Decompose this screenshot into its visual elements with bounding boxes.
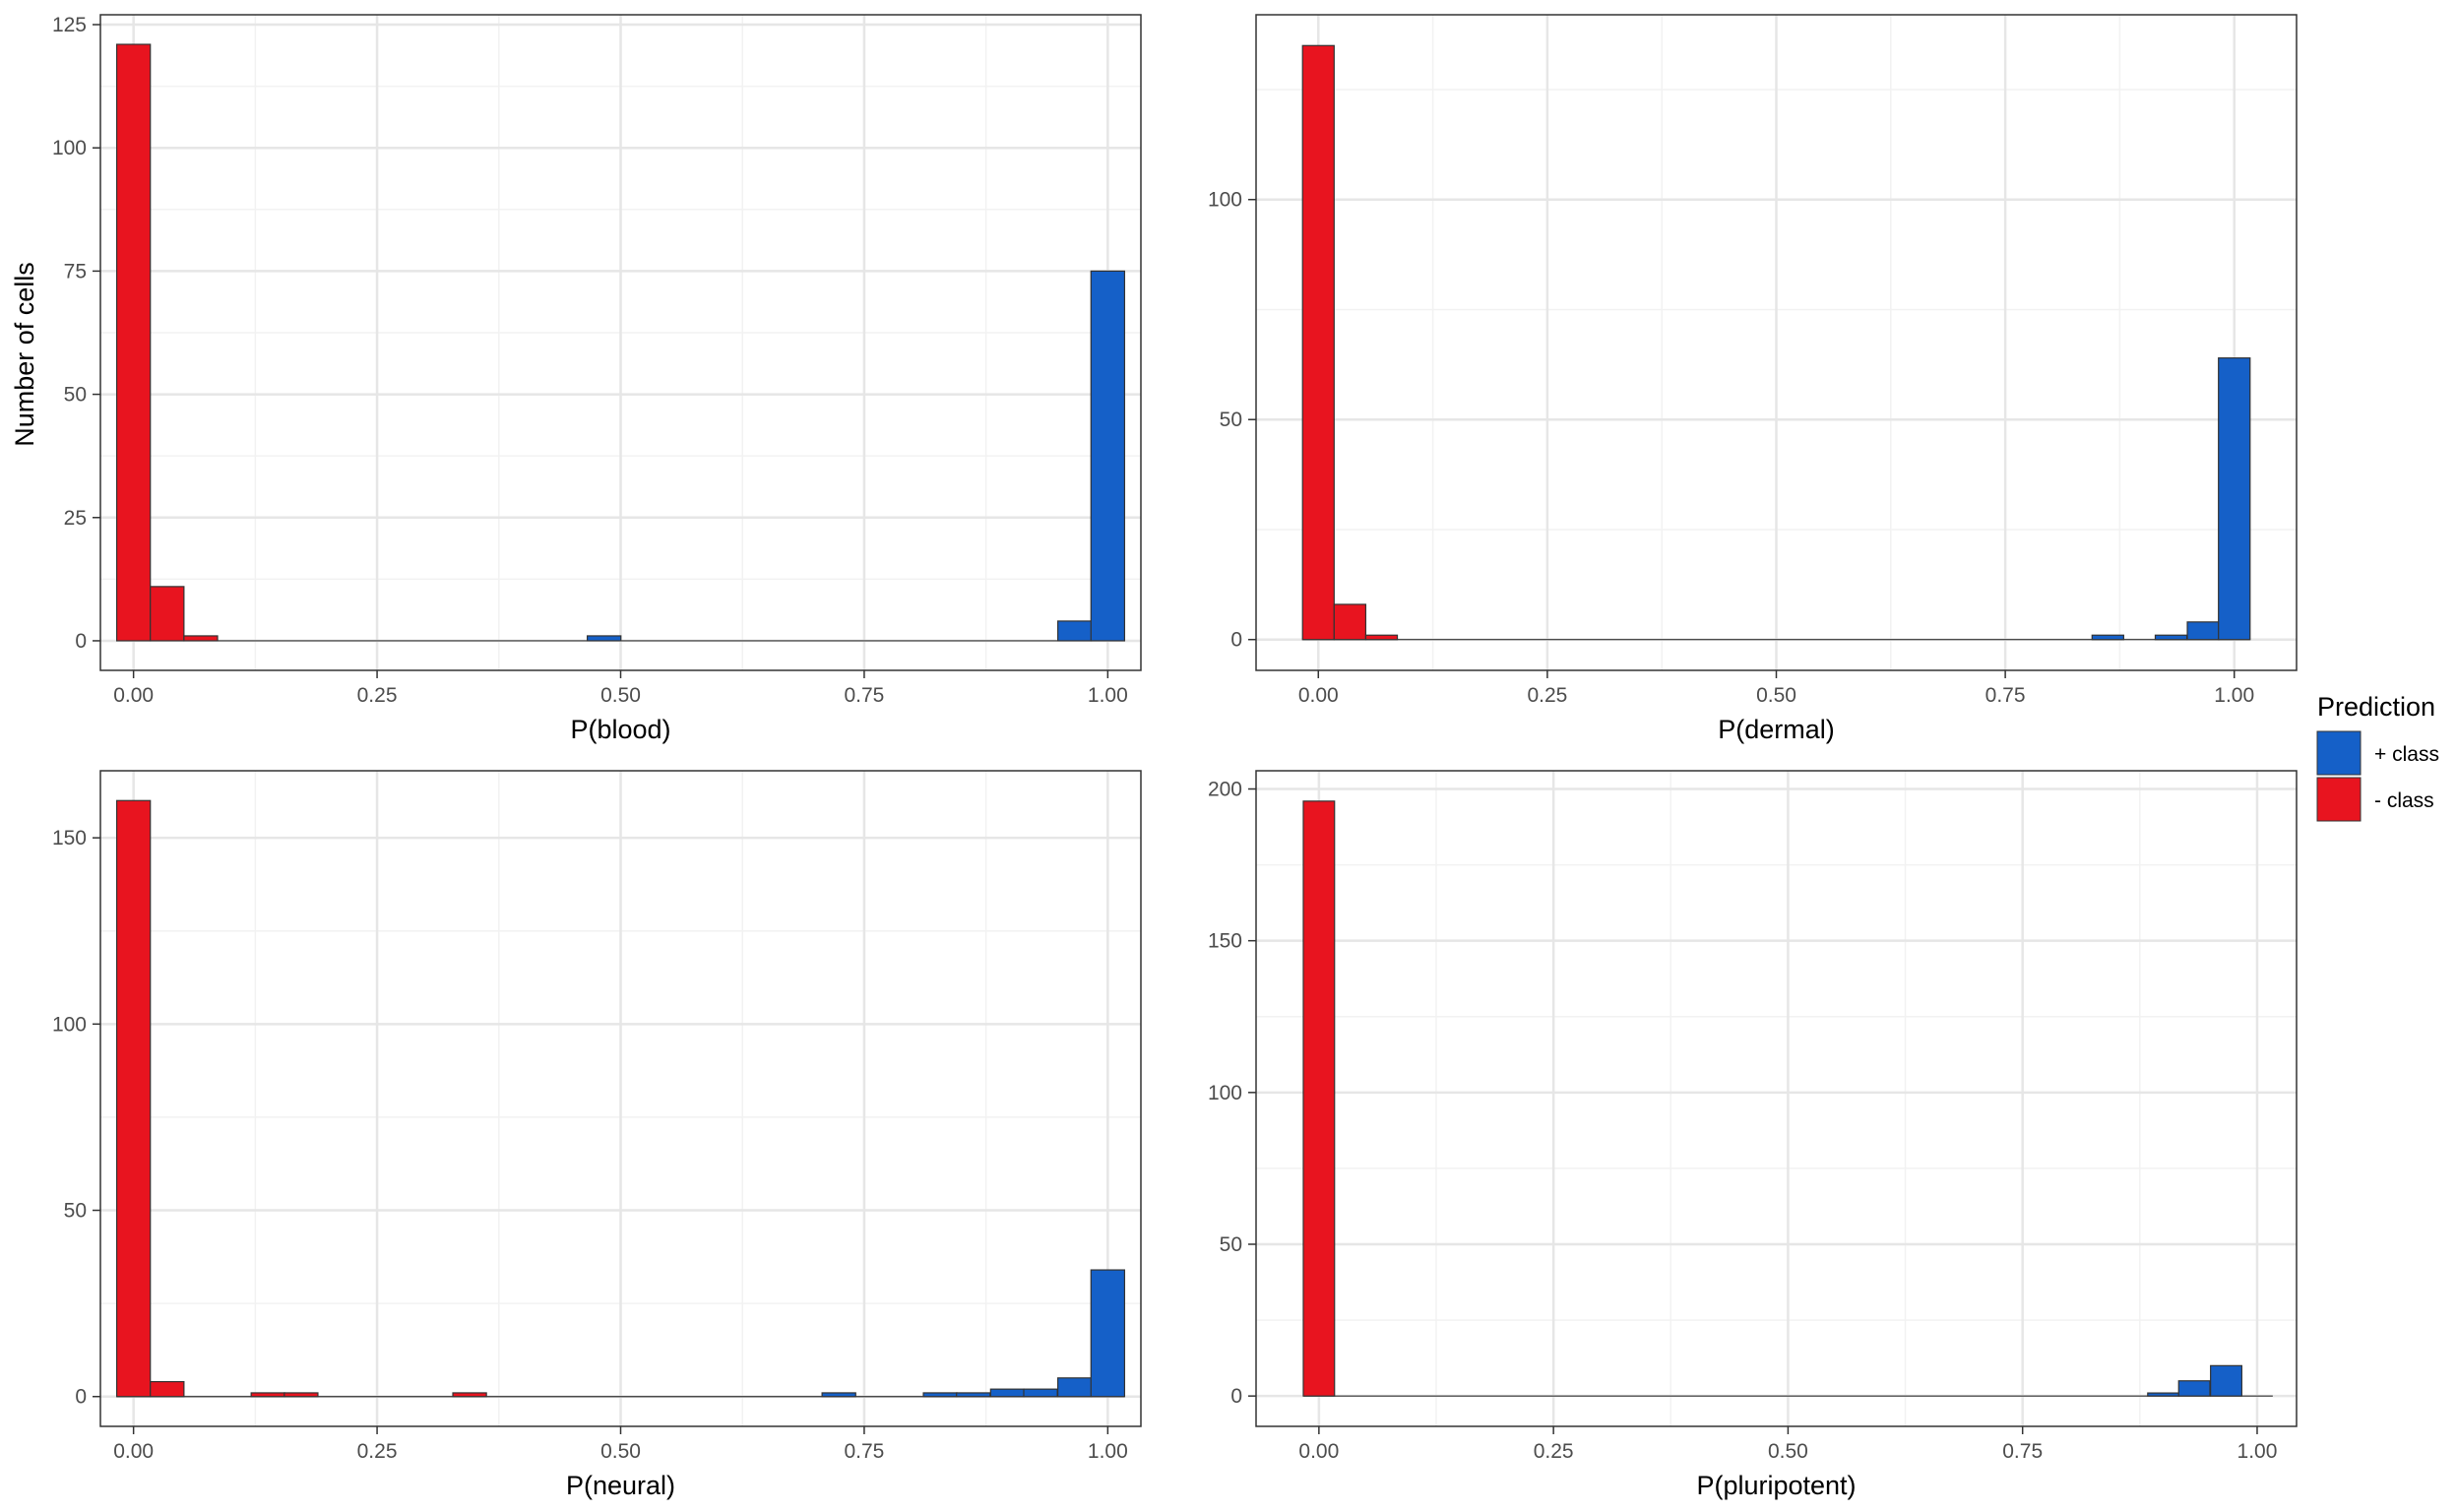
x-tick-label: 0.75 [2002, 1440, 2043, 1463]
bar-positive [922, 1392, 958, 1398]
x-tick-label: 0.00 [113, 684, 154, 707]
x-tick-label: 0.50 [1756, 684, 1796, 707]
x-axis-title: P(pluripotent) [1696, 1471, 1856, 1500]
x-tick-label: 0.75 [1985, 684, 2026, 707]
bar-positive [2154, 634, 2188, 641]
bar-negative [1333, 603, 1367, 641]
x-tick-label: 0.00 [1298, 1440, 1339, 1463]
bar-positive [1090, 1269, 1126, 1398]
legend: Prediction + class - class [2316, 692, 2439, 822]
bar-negative [1302, 800, 1336, 1397]
x-axis-title: P(neural) [566, 1471, 675, 1500]
y-tick-label: 125 [52, 14, 87, 36]
legend-label-negative: - class [2374, 789, 2434, 812]
bar-negative [115, 799, 152, 1398]
y-tick-label: 150 [52, 827, 87, 850]
bar-positive [1023, 1388, 1058, 1398]
x-tick-label: 1.00 [1088, 1440, 1128, 1463]
bar-negative [150, 1380, 185, 1398]
bar-negative [183, 635, 219, 642]
bar-positive [1057, 620, 1093, 642]
legend-title: Prediction [2317, 692, 2435, 722]
y-tick-label: 50 [64, 1200, 87, 1223]
x-tick-label: 1.00 [1088, 684, 1128, 707]
bar-positive [2091, 634, 2124, 641]
bar-positive [1057, 1377, 1093, 1398]
legend-key-negative [2316, 777, 2362, 822]
x-tick-label: 0.25 [357, 684, 398, 707]
panel-4: 0.00 0.25 0.50 0.75 1.00 0 50 100 150 200 P(plurip… [1208, 770, 2298, 1500]
y-tick-label: 100 [1208, 189, 1242, 212]
shared-y-axis-label: Number of cells [10, 262, 39, 447]
x-tick-label: 0.00 [113, 1440, 154, 1463]
y-tick-label: 25 [64, 507, 87, 530]
x-tick-label: 0.75 [844, 1440, 884, 1463]
bar-positive [587, 635, 622, 642]
bar-negative [1364, 634, 1399, 641]
x-tick-label: 1.00 [2237, 1440, 2278, 1463]
bar-positive [821, 1392, 856, 1398]
x-axis-title: P(blood) [570, 715, 670, 744]
x-tick-label: 0.25 [1534, 1440, 1574, 1463]
bar-positive [2147, 1392, 2180, 1397]
y-tick-label: 0 [75, 1386, 87, 1409]
x-tick-label: 0.25 [1527, 684, 1567, 707]
x-tick-label: 0.50 [1768, 1440, 1808, 1463]
bar-positive [956, 1392, 991, 1398]
x-tick-label: 1.00 [2214, 684, 2254, 707]
x-axis-title: P(dermal) [1718, 715, 1835, 744]
y-tick-label: 0 [1230, 1385, 1242, 1408]
bar-positive [2186, 621, 2220, 641]
bar-positive [1090, 270, 1126, 642]
y-tick-label: 150 [1208, 930, 1242, 953]
legend-label-positive: + class [2374, 743, 2439, 766]
y-tick-label: 50 [64, 384, 87, 407]
bar-negative [150, 586, 185, 642]
bar-positive [989, 1388, 1026, 1398]
y-tick-label: 200 [1208, 779, 1242, 801]
bar-negative [115, 43, 152, 642]
x-tick-label: 0.50 [600, 1440, 641, 1463]
bar-positive [2210, 1364, 2242, 1397]
y-tick-label: 0 [75, 630, 87, 653]
y-tick-label: 50 [1220, 1233, 1242, 1256]
x-tick-label: 0.25 [357, 1440, 398, 1463]
bar-positive [2177, 1380, 2211, 1397]
panel-2: 0.00 0.25 0.50 0.75 1.00 0 50 100 P(dermal) [1208, 14, 2298, 744]
y-tick-label: 100 [52, 137, 87, 159]
y-tick-label: 50 [1220, 409, 1242, 431]
y-tick-label: 0 [1230, 629, 1242, 652]
x-tick-label: 0.75 [844, 684, 884, 707]
bar-positive [2218, 357, 2251, 641]
bar-negative [1301, 44, 1335, 641]
legend-key-positive [2316, 730, 2362, 776]
panel-background [1256, 771, 2297, 1426]
panel-border [1255, 770, 2298, 1427]
y-tick-label: 100 [52, 1013, 87, 1036]
panel-3: 0.00 0.25 0.50 0.75 1.00 0 50 100 150 P(neural) [52, 770, 1142, 1500]
y-tick-label: 75 [64, 260, 87, 283]
bar-negative [452, 1392, 487, 1398]
x-tick-label: 0.00 [1298, 684, 1339, 707]
bar-negative [250, 1392, 285, 1398]
panel-1: 0.00 0.25 0.50 0.75 1.00 0 25 50 75 100 125 P(blood… [52, 14, 1142, 744]
y-tick-label: 100 [1208, 1082, 1242, 1104]
x-tick-label: 0.50 [600, 684, 641, 707]
bar-negative [284, 1392, 319, 1398]
